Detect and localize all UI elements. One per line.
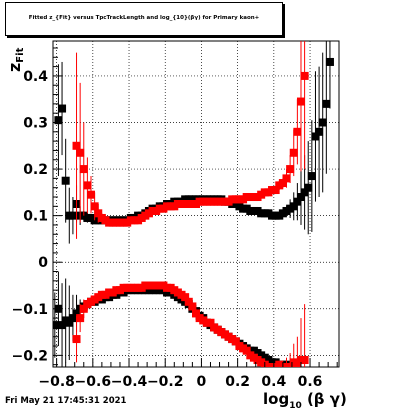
data-point — [76, 314, 85, 323]
y-tick-label: 0.4 — [23, 69, 48, 85]
y-tick-label: 0.1 — [23, 209, 48, 225]
y-tick-label: −0.2 — [11, 348, 48, 364]
x-tick-label: 0.2 — [225, 374, 250, 390]
data-point — [94, 209, 103, 218]
title-box: Fitted z_{Fit} versus TpcTrackLength and… — [5, 2, 283, 36]
data-point — [296, 97, 305, 106]
data-point — [76, 148, 85, 157]
data-point — [68, 211, 77, 220]
data-point — [289, 202, 298, 211]
data-point — [54, 116, 63, 125]
data-point — [65, 318, 74, 327]
x-tick-label: −0.2 — [147, 374, 184, 390]
data-point — [68, 314, 77, 323]
y-axis-title: zFit — [5, 47, 26, 72]
x-tick-label: −0.4 — [111, 374, 148, 390]
data-point — [206, 318, 215, 327]
data-point — [72, 335, 81, 344]
axes: −0.8 −0.6 −0.4 −0.2 0 0.2 0.4 0.6−0.2−0.100.10.… — [11, 47, 338, 390]
data-point — [325, 57, 334, 66]
data-point — [296, 193, 305, 202]
data-point — [58, 321, 67, 330]
data-point — [286, 165, 295, 174]
data-point — [90, 202, 99, 211]
data-markers — [53, 41, 334, 367]
data-point — [72, 141, 81, 150]
x-tick-label: −0.8 — [38, 374, 75, 390]
data-point — [61, 176, 70, 185]
data-point — [231, 337, 240, 346]
data-point — [318, 118, 327, 127]
y-tick-label: 0 — [38, 255, 48, 271]
data-point — [315, 127, 324, 136]
data-point — [322, 99, 331, 108]
y-tick-label: −0.1 — [11, 302, 48, 318]
x-tick-label: 0.6 — [298, 374, 323, 390]
data-point — [184, 297, 193, 306]
chart-title: Fitted z_{Fit} versus TpcTrackLength and… — [28, 15, 260, 21]
data-point — [242, 346, 251, 355]
y-tick-label: 0.3 — [23, 116, 48, 132]
data-point — [293, 197, 302, 206]
series-3 — [72, 281, 309, 367]
data-point — [300, 188, 309, 197]
data-point — [271, 186, 280, 195]
data-point — [53, 321, 59, 330]
data-point — [293, 127, 302, 136]
data-point — [87, 190, 96, 199]
x-tick-label: 0.4 — [261, 374, 286, 390]
data-point — [304, 183, 313, 192]
data-point — [311, 132, 320, 141]
data-point — [83, 181, 92, 190]
data-point — [278, 179, 287, 188]
data-point — [58, 104, 67, 113]
data-point — [192, 309, 200, 318]
data-point — [79, 165, 88, 174]
data-point — [300, 71, 309, 80]
y-tick-label: 0.2 — [23, 162, 48, 178]
data-point — [289, 148, 298, 157]
x-tick-label: −0.6 — [75, 374, 112, 390]
data-point — [188, 302, 197, 311]
data-point — [79, 304, 88, 313]
series-1 — [72, 41, 309, 239]
data-point — [282, 174, 291, 183]
data-point — [181, 293, 190, 302]
x-tick-label: 0 — [197, 374, 207, 390]
data-point — [307, 172, 316, 181]
data-point — [72, 309, 81, 318]
data-point — [300, 356, 309, 365]
timestamp-footer: Fri May 21 17:45:31 2021 — [5, 396, 127, 406]
x-axis-title: log10 (β γ) — [263, 390, 347, 410]
